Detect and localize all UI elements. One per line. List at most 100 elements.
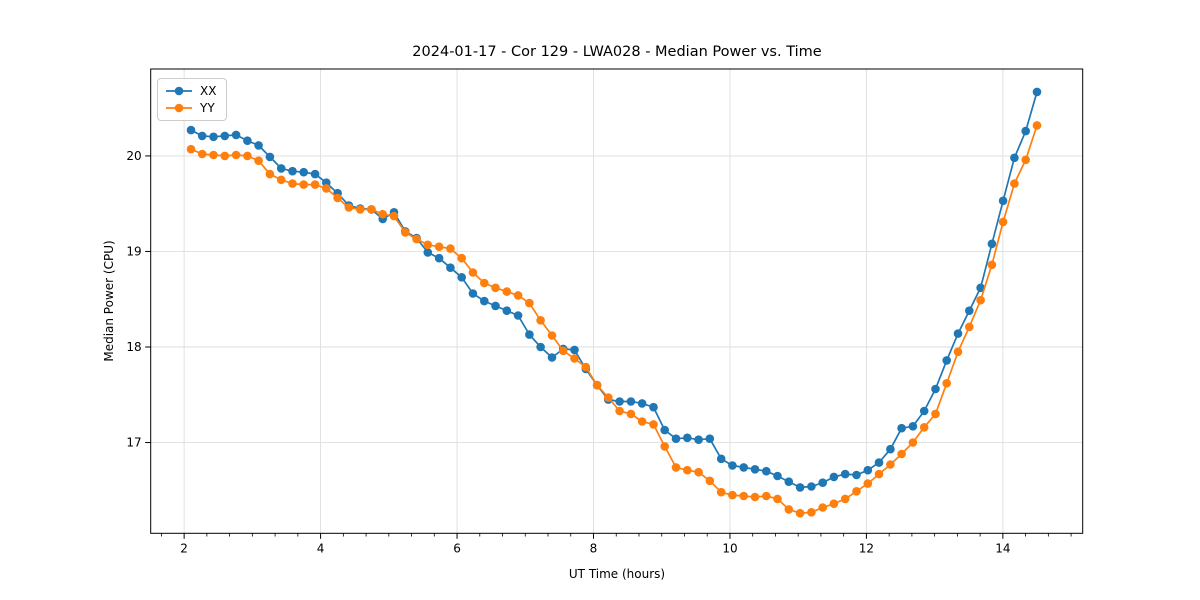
data-point-xx	[976, 283, 985, 293]
line-marker-sample-xx-icon	[166, 86, 192, 96]
data-point-yy	[209, 150, 218, 160]
data-point-yy	[547, 331, 557, 340]
data-point-xx	[840, 469, 850, 479]
data-point-xx	[795, 483, 805, 492]
data-point-xx	[762, 466, 771, 476]
data-point-xx	[570, 345, 579, 355]
data-point-xx	[784, 477, 794, 487]
data-point-yy	[412, 234, 421, 244]
data-point-xx	[525, 330, 534, 339]
data-point-yy	[953, 347, 963, 357]
data-point-yy	[762, 491, 771, 501]
x-tick-label: 10	[722, 541, 737, 555]
data-point-xx	[852, 470, 861, 480]
x-tick-label: 4	[317, 541, 325, 555]
data-point-yy	[795, 508, 805, 518]
legend-item-yy: YY	[165, 101, 216, 115]
data-point-xx	[231, 130, 241, 140]
data-point-yy	[863, 479, 873, 488]
data-point-yy	[739, 491, 748, 501]
data-point-xx	[615, 397, 624, 406]
data-point-yy	[829, 499, 839, 509]
data-point-yy	[457, 253, 467, 263]
x-tick-label: 2	[180, 541, 188, 555]
data-point-yy	[197, 149, 207, 159]
data-point-xx	[265, 152, 275, 162]
data-point-xx	[276, 164, 286, 173]
data-point-yy	[288, 179, 297, 188]
data-point-xx	[310, 169, 320, 179]
data-point-yy	[276, 175, 286, 185]
data-point-xx	[299, 167, 309, 177]
data-point-xx	[773, 471, 782, 481]
data-point-yy	[243, 151, 252, 161]
data-point-yy	[807, 508, 816, 517]
data-point-yy	[694, 467, 703, 477]
data-point-yy	[344, 203, 354, 212]
data-point-yy	[265, 169, 275, 179]
data-point-yy	[581, 362, 591, 372]
data-point-yy	[683, 465, 692, 475]
data-point-xx	[998, 196, 1008, 206]
data-point-xx	[637, 399, 647, 408]
data-point-yy	[942, 379, 951, 388]
data-point-yy	[423, 240, 433, 250]
data-point-yy	[784, 505, 794, 514]
data-point-yy	[1021, 155, 1030, 165]
data-point-yy	[446, 244, 455, 253]
data-point-xx	[446, 263, 455, 273]
data-point-yy	[931, 409, 940, 419]
data-point-yy	[367, 205, 376, 214]
data-point-yy	[649, 420, 658, 429]
data-point-yy	[186, 144, 196, 154]
data-point-xx	[671, 434, 681, 444]
data-point-xx	[874, 458, 884, 467]
data-point-xx	[694, 435, 703, 445]
legend-label-xx: XX	[200, 84, 217, 98]
y-tick-label: 18	[126, 340, 141, 354]
x-axis-label: UT Time (hours)	[568, 567, 666, 581]
data-point-yy	[558, 346, 568, 356]
data-point-xx	[513, 311, 523, 320]
data-point-yy	[671, 463, 681, 472]
chart-title: 2024-01-17 - Cor 129 - LWA028 - Median P…	[412, 44, 822, 60]
data-point-xx	[288, 166, 297, 176]
data-point-xx	[209, 132, 218, 142]
data-point-yy	[615, 406, 624, 416]
data-point-yy	[525, 298, 534, 308]
data-point-yy	[299, 180, 309, 189]
y-tick-label: 20	[126, 149, 141, 163]
data-point-yy	[536, 316, 545, 325]
x-tick-label: 14	[995, 541, 1010, 555]
data-point-yy	[389, 211, 399, 221]
data-point-yy	[220, 151, 230, 161]
legend: XX YY	[157, 78, 228, 121]
data-point-xx	[547, 353, 557, 362]
line-marker-sample-yy-icon	[166, 103, 192, 113]
data-point-yy	[660, 442, 669, 451]
data-point-yy	[570, 354, 579, 363]
data-point-xx	[186, 125, 196, 135]
data-point-yy	[480, 278, 489, 288]
data-point-xx	[829, 472, 839, 482]
data-point-yy	[254, 156, 263, 165]
data-point-xx	[716, 454, 726, 464]
data-point-xx	[863, 465, 873, 475]
y-tick-label: 19	[126, 244, 141, 258]
data-point-xx	[705, 434, 715, 444]
data-point-xx	[434, 253, 444, 263]
data-point-yy	[502, 287, 512, 296]
data-point-xx	[931, 384, 940, 394]
data-point-yy	[818, 503, 827, 512]
data-point-xx	[254, 141, 263, 150]
data-point-yy	[998, 217, 1008, 227]
data-point-xx	[886, 444, 895, 454]
data-point-xx	[457, 273, 467, 282]
data-point-yy	[231, 150, 241, 160]
data-point-xx	[1010, 153, 1019, 163]
data-point-yy	[1010, 179, 1019, 188]
data-point-yy	[919, 423, 929, 432]
data-point-xx	[987, 239, 997, 249]
data-point-yy	[491, 283, 500, 293]
